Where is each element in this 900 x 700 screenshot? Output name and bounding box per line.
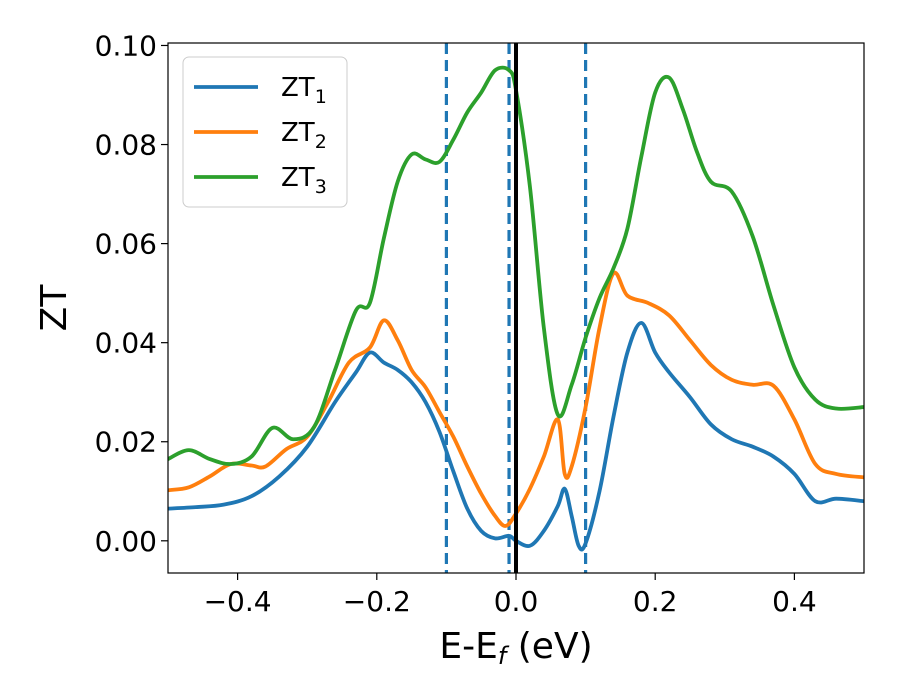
y-tick-label: 0.04 (95, 327, 157, 360)
y-tick-label: 0.10 (95, 29, 157, 62)
series-line-zt3 (168, 65, 864, 466)
y-tick-label: 0.00 (95, 525, 157, 558)
legend: ZT1 ZT2 ZT3 (182, 56, 348, 208)
x-tick-label: 0.4 (772, 585, 817, 618)
x-axis: −0.4 −0.2 0.0 0.2 0.4 (204, 573, 817, 618)
x-tick-label: −0.2 (343, 585, 411, 618)
plot-area (168, 43, 864, 573)
y-tick-label: 0.08 (95, 129, 157, 162)
x-tick-label: 0.2 (633, 585, 678, 618)
x-tick-label: −0.4 (204, 585, 272, 618)
y-tick-label: 0.06 (95, 228, 157, 261)
x-tick-label: 0.0 (494, 585, 539, 618)
legend-box (182, 56, 348, 208)
y-tick-label: 0.02 (95, 426, 157, 459)
x-axis-label-unit: (eV) (506, 626, 592, 667)
legend-label: ZT1 (281, 73, 327, 108)
y-axis: 0.00 0.02 0.04 0.06 0.08 0.10 (95, 29, 168, 558)
legend-label: ZT3 (281, 163, 327, 198)
y-axis-label: ZT (34, 284, 75, 332)
series-line-zt1 (168, 320, 864, 552)
x-axis-label: E-Ef (eV) (439, 626, 592, 670)
legend-label: ZT2 (281, 118, 327, 153)
